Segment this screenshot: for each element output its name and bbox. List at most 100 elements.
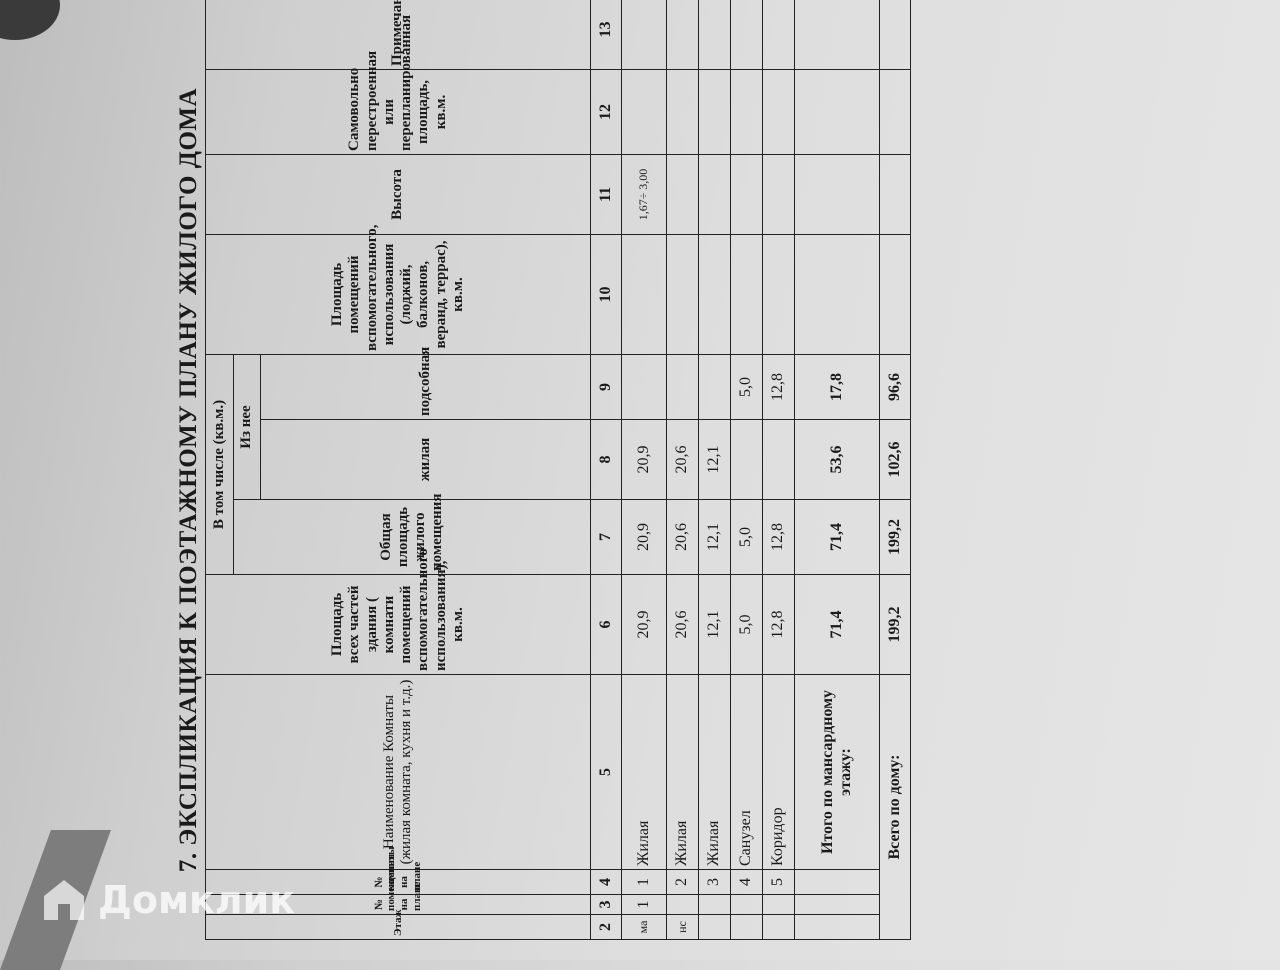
col-number: 12 [590,69,622,155]
cell-utility: 12,8 [762,354,795,420]
cell-living: 20,6 [666,419,699,500]
table-row: нс 2 Жилая 20,6 20,6 20,6 [666,0,699,940]
header-aux-area: Площадь помещений вспомогательного, испо… [205,225,591,355]
header-living-total: Общая площадь жилого помещения [233,494,591,575]
cell-living-total: 12,8 [762,499,795,575]
house-total-row: Всего по дому: 199,2 199,2 102,6 96,6 [879,0,911,940]
col-number: 6 [590,574,622,675]
floor-total-living: 53,6 [794,419,880,500]
cell-premise [666,894,699,915]
cell-living-total: 20,9 [621,499,667,575]
col-number: 10 [590,234,622,355]
cell-height: 1,67÷ 3,00 [621,154,667,235]
table-row: ма 1 1 Жилая 20,9 20,9 20,9 1,67÷ 3,00 [621,0,667,940]
cell-aux [666,234,699,355]
cell-living [762,419,795,500]
cell-premise [730,894,763,915]
cell-height [730,154,763,235]
col-number: 7 [590,499,622,575]
cell-living-total: 5,0 [730,499,763,575]
header-including: В том числе (кв.м.) [205,354,234,575]
cell-unauth [621,69,667,155]
house-total-living-total: 199,2 [879,499,911,575]
cell-total: 20,6 [666,574,699,675]
cell-total: 5,0 [730,574,763,675]
cell-height [698,154,731,235]
cell-living-total: 12,1 [698,499,731,575]
cell-floor: ма [621,914,667,940]
cell-utility [621,354,667,420]
house-total-area: 199,2 [879,574,911,675]
cell-unauth [666,69,699,155]
cell-note [730,0,763,70]
cell-note [762,0,795,70]
column-numbers-row: 2 3 4 5 6 7 8 9 10 11 12 13 [590,0,622,940]
col-number: 8 [590,419,622,500]
cell-floor [730,914,763,940]
cell-premise [762,894,795,915]
house-logo-icon [44,880,84,920]
header-utility: подсобная [260,347,591,420]
cell-total: 12,8 [762,574,795,675]
cell-name: Жилая [621,674,667,870]
col-number: 4 [590,869,622,895]
table-row: 3 Жилая 12,1 12,1 12,1 [698,0,731,940]
cell-utility [698,354,731,420]
explication-table: Этаж № помещения на плане № комнаты на п… [205,0,911,940]
floor-total-label: Итого по мансардному этажу: [794,674,880,870]
cell-unauth [762,69,795,155]
cell-aux [762,234,795,355]
house-total-utility: 96,6 [879,354,911,420]
header-height: Высота [205,154,591,235]
cell-height [762,154,795,235]
cell-room: 1 [621,869,667,895]
cell-aux [730,234,763,355]
floor-total-row: Итого по мансардному этажу: 71,4 71,4 53… [794,0,880,940]
header-living: жилая [260,419,591,500]
floor-total-living-total: 71,4 [794,499,880,575]
house-total-label: Всего по дому: [879,674,911,940]
cell-living-total: 20,6 [666,499,699,575]
header-total-area: Площадь всех частей здания ( комнати пом… [205,548,591,675]
cell-room: 2 [666,869,699,895]
table-row: 5 Коридор 12,8 12,8 12,8 [762,0,795,940]
cell-room: 5 [762,869,795,895]
col-number: 9 [590,354,622,420]
cell-name: Жилая [698,674,731,870]
floor-total-utility: 17,8 [794,354,880,420]
col-number: 2 [590,914,622,940]
col-number: 11 [590,154,622,235]
cell-floor: нс [666,914,699,940]
cell-note [666,0,699,70]
header-room-name: Наименование Комнаты (жилая комната, кух… [205,674,591,870]
cell-premise: 1 [621,894,667,915]
col-number: 3 [590,894,622,915]
cell-name: Коридор [762,674,795,870]
col-number: 13 [590,0,622,70]
header-of-which: Из нее [233,354,261,500]
cell-name: Жилая [666,674,699,870]
cell-living [730,419,763,500]
cell-room: 3 [698,869,731,895]
cell-premise [698,894,731,915]
cell-note [698,0,731,70]
cell-height [666,154,699,235]
house-total-living: 102,6 [879,419,911,500]
cell-room: 4 [730,869,763,895]
header-unauthorized: Самовольно перестроенная или перепланиро… [205,15,591,155]
floor-total-area: 71,4 [794,574,880,675]
cell-name: Санузел [730,674,763,870]
cell-floor [762,914,795,940]
cell-utility [666,354,699,420]
cell-utility: 5,0 [730,354,763,420]
cell-unauth [698,69,731,155]
cell-living: 12,1 [698,419,731,500]
cell-floor [698,914,731,940]
cell-note [621,0,667,70]
col-number: 5 [590,674,622,870]
table-row: 4 Санузел 5,0 5,0 5,0 [730,0,763,940]
cell-aux [621,234,667,355]
cell-unauth [730,69,763,155]
cell-living: 20,9 [621,419,667,500]
